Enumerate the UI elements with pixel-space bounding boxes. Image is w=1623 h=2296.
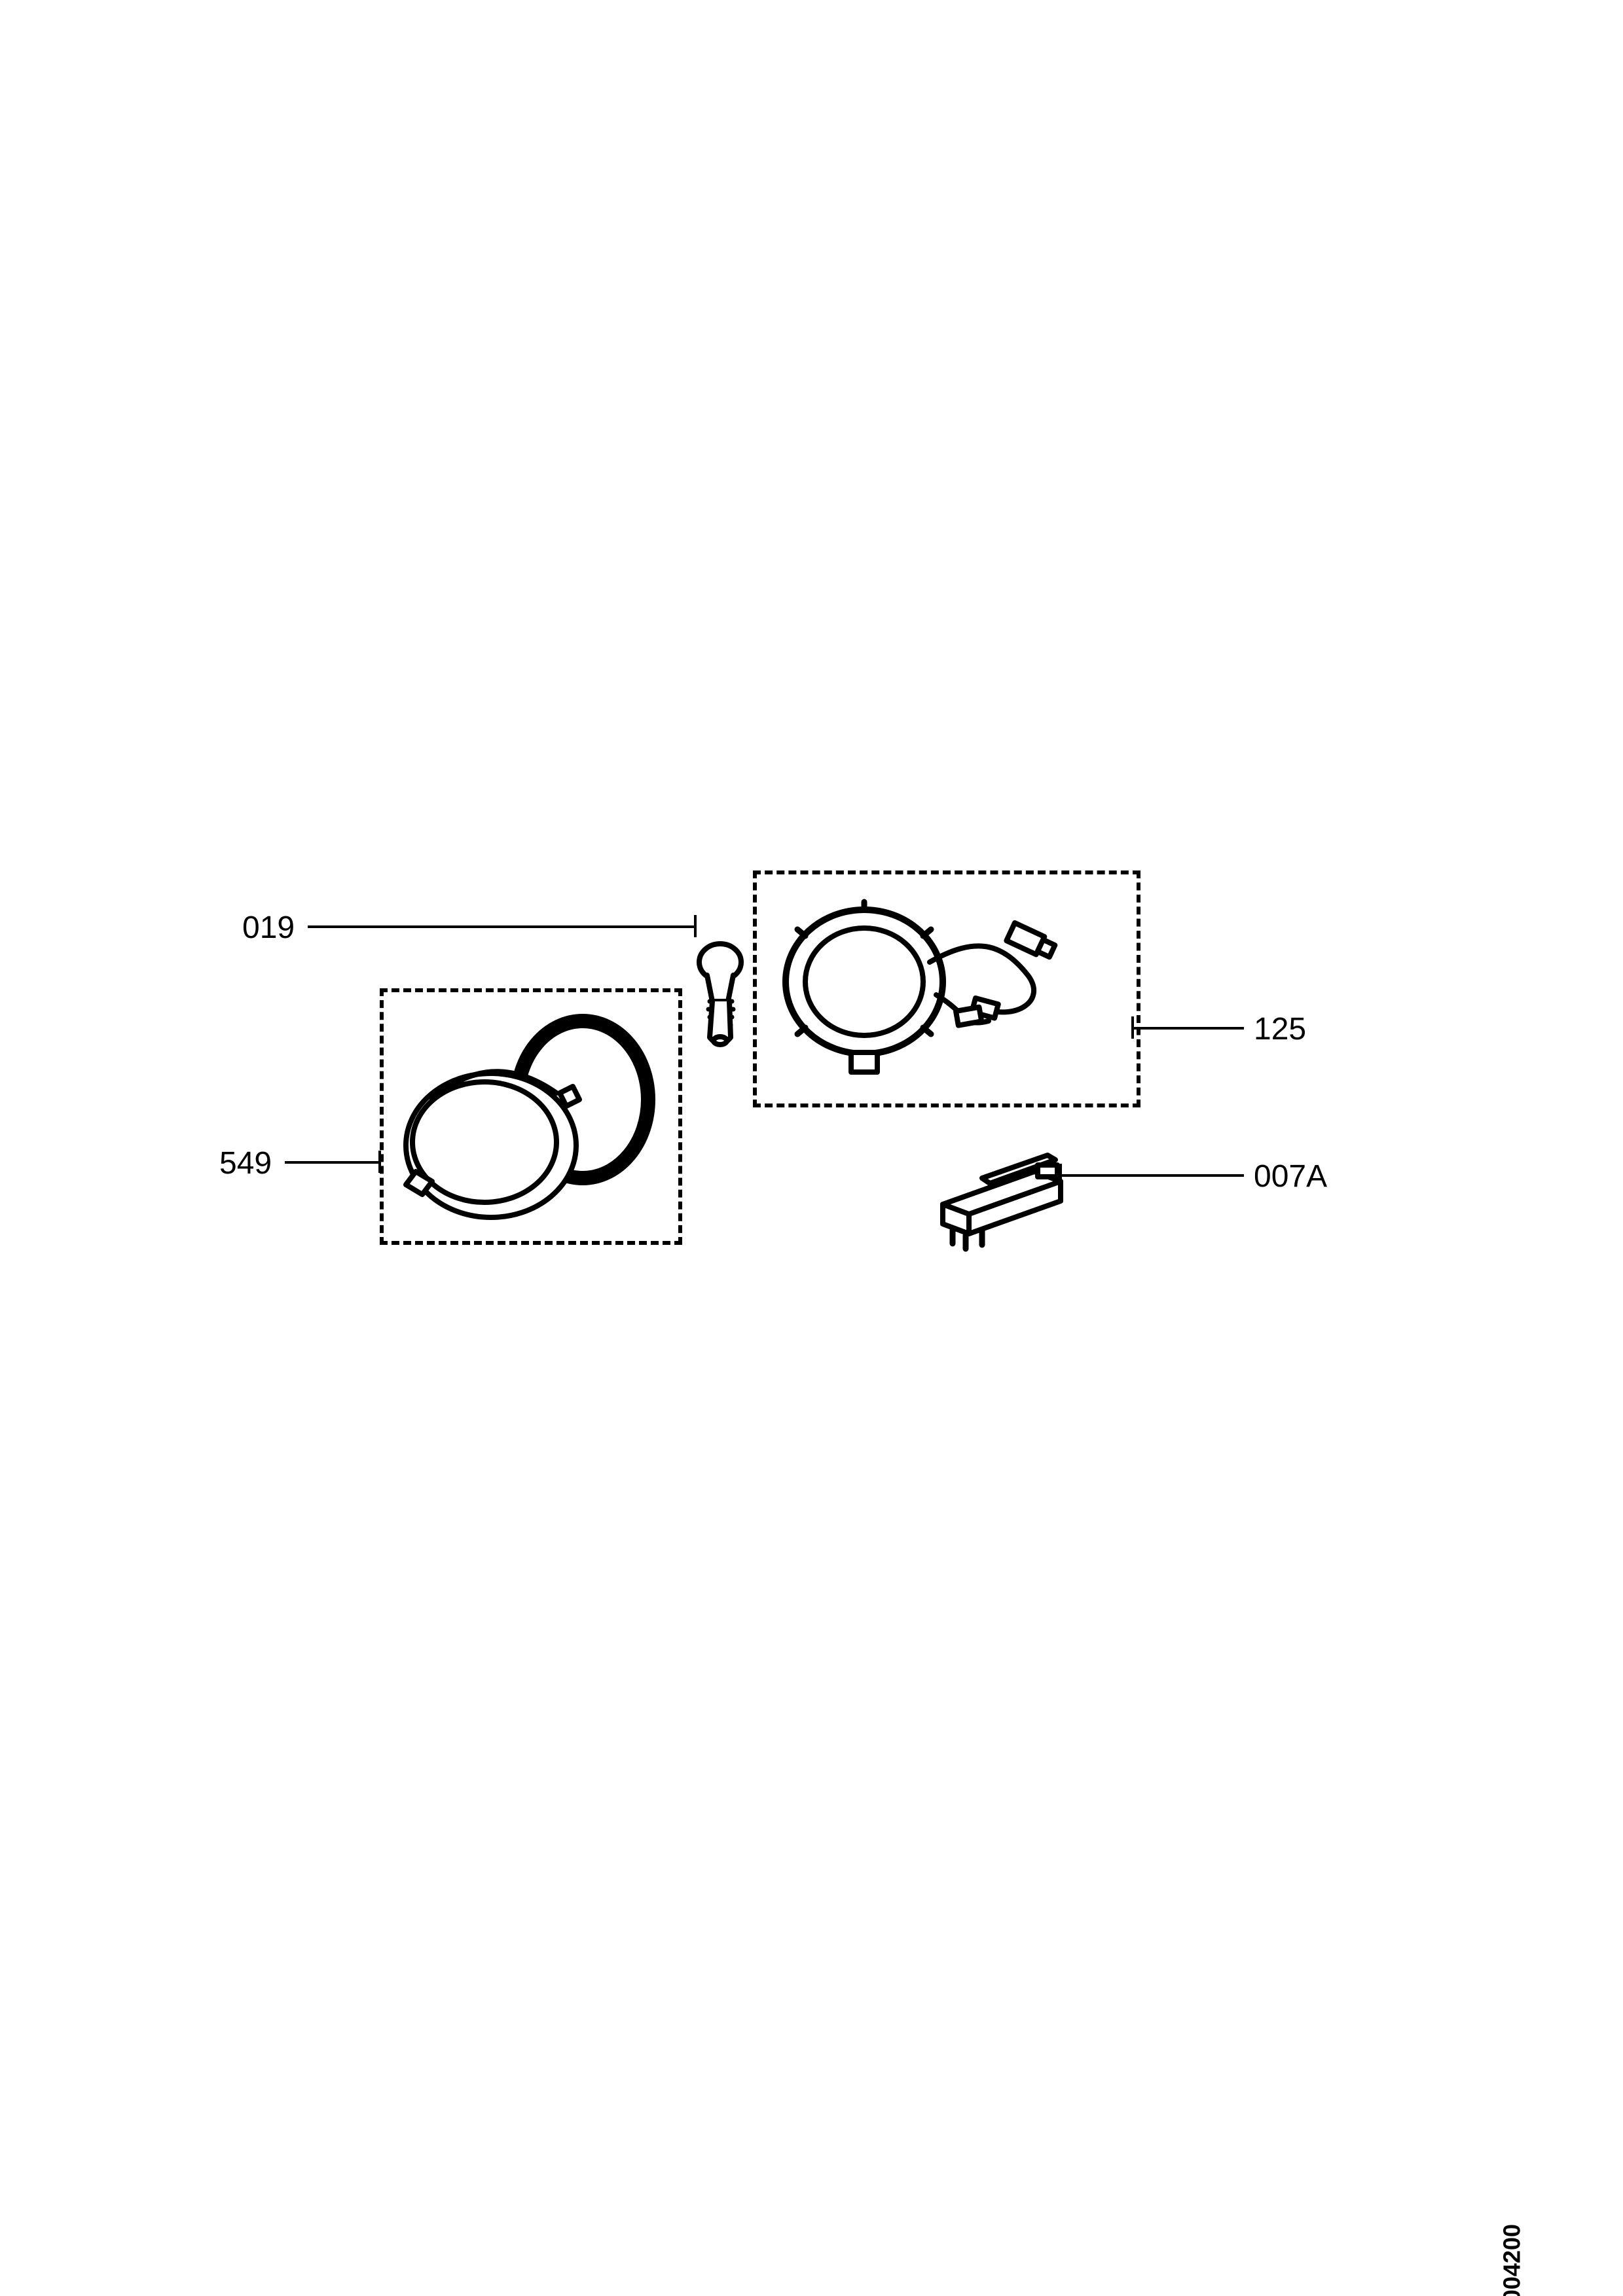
footer-title-value: N59112004200 [1498,2224,1525,2296]
callout-tick-549 [378,1151,381,1173]
part-019-icon [681,936,773,1080]
drawing-number-footer: Explosionszeichnungs Nr.: N59112004200 N… [1498,2224,1551,2296]
callout-tick-007a [1059,1164,1062,1186]
part-549-icon [393,1008,668,1230]
callout-line-549 [285,1161,380,1164]
callout-line-007a [1061,1174,1244,1177]
callout-line-019 [308,925,695,928]
diagram-canvas: 019 549 125 007A Explosionszeichnungs Nr… [0,0,1623,2296]
part-125-icon [766,884,1126,1093]
callout-tick-125 [1131,1016,1134,1039]
callout-tick-019 [694,915,697,937]
footer-subtitle: Number of picture [1525,2224,1551,2296]
callout-label-019: 019 [242,910,295,946]
callout-label-549: 549 [219,1145,272,1181]
callout-line-125 [1133,1027,1244,1030]
callout-label-125: 125 [1254,1011,1306,1047]
callout-label-007a: 007A [1254,1158,1327,1194]
part-007a-icon [917,1132,1087,1250]
